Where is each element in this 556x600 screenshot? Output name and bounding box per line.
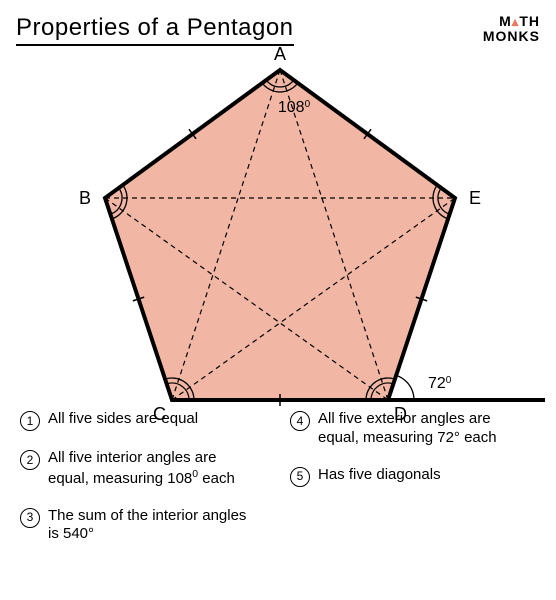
property-text: All five sides are equal bbox=[48, 410, 198, 431]
pentagon-svg: ABCDE1080720 bbox=[0, 40, 556, 420]
property-number: 3 bbox=[20, 508, 40, 528]
property-number: 1 bbox=[20, 411, 40, 431]
logo-line1: M▴TH bbox=[483, 14, 540, 29]
svg-text:720: 720 bbox=[428, 375, 452, 393]
property-item: 2 All five interior angles are equal, mea… bbox=[20, 449, 250, 489]
property-item: 4 All five exterior angles are equal, mea… bbox=[290, 410, 530, 448]
properties-col-right: 4 All five exterior angles are equal, mea… bbox=[290, 410, 530, 544]
svg-text:E: E bbox=[469, 188, 481, 208]
properties-col-left: 1 All five sides are equal 2 All five inter… bbox=[20, 410, 250, 544]
property-item: 3 The sum of the interior angles is 540° bbox=[20, 507, 250, 545]
property-item: 5 Has five diagonals bbox=[290, 466, 530, 487]
property-text: The sum of the interior angles is 540° bbox=[48, 507, 250, 545]
svg-text:B: B bbox=[79, 188, 91, 208]
property-number: 2 bbox=[20, 450, 40, 470]
pentagon-diagram: ABCDE1080720 bbox=[0, 40, 556, 400]
property-number: 5 bbox=[290, 467, 310, 487]
property-item: 1 All five sides are equal bbox=[20, 410, 250, 431]
property-text: All five exterior angles are equal, meas… bbox=[318, 410, 530, 448]
property-number: 4 bbox=[290, 411, 310, 431]
logo: M▴TH MONKS bbox=[483, 14, 540, 43]
property-text: Has five diagonals bbox=[318, 466, 441, 487]
properties-list: 1 All five sides are equal 2 All five inter… bbox=[20, 410, 536, 544]
property-text: All five interior angles are equal, meas… bbox=[48, 449, 250, 489]
svg-text:A: A bbox=[274, 44, 286, 64]
